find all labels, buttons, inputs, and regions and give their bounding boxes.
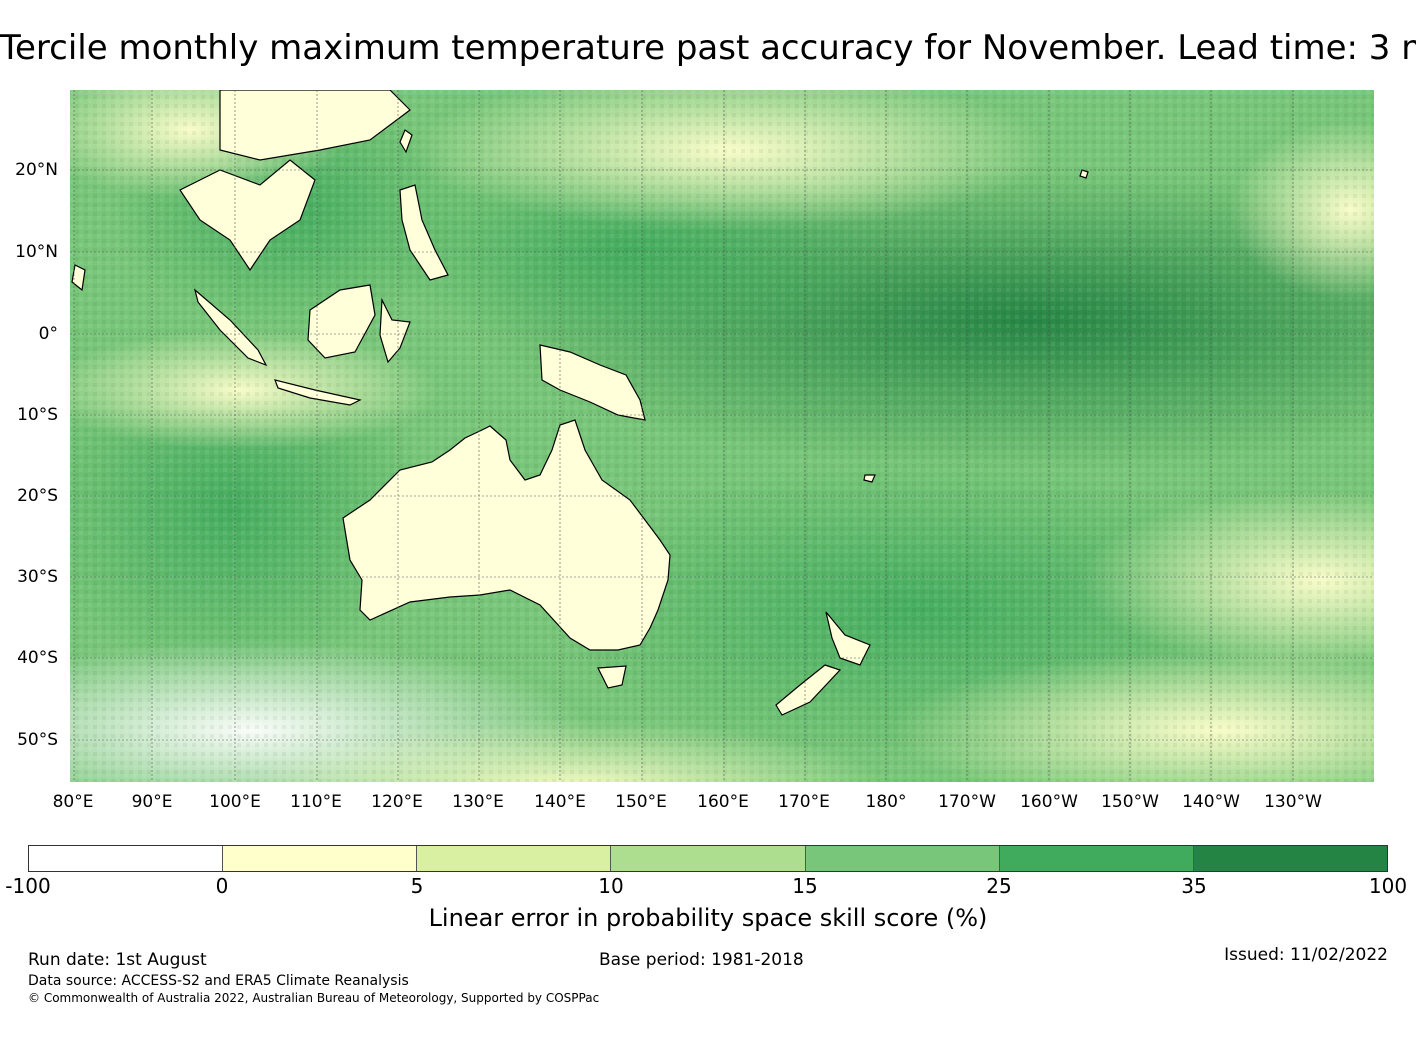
colorbar-segment [29, 846, 224, 871]
colorbar-segment [223, 846, 418, 871]
issued-date: Issued: 11/02/2022 [1224, 945, 1388, 965]
philippines-landmass [399, 184, 449, 281]
land-outlines [71, 90, 1089, 716]
lon-label: 170°W [938, 792, 996, 812]
lon-label: 160°E [697, 792, 749, 812]
copyright: © Commonwealth of Australia 2022, Austra… [28, 991, 600, 1005]
lon-label: 170°E [778, 792, 830, 812]
lon-label: 130°E [452, 792, 504, 812]
run-date: Run date: 1st August [28, 950, 207, 970]
lon-label: 150°W [1101, 792, 1159, 812]
lat-label: 40°S [17, 648, 58, 668]
lon-label: 110°E [290, 792, 342, 812]
hawaii-islands [1079, 169, 1089, 179]
colorbar [28, 845, 1388, 872]
new-zealand-north [825, 611, 871, 666]
colorbar-tick: 100 [1368, 874, 1408, 898]
lat-label: 20°N [15, 160, 58, 180]
tasmania-landmass [597, 665, 627, 689]
lon-label: 160°W [1020, 792, 1078, 812]
map-title: Tercile monthly maximum temperature past… [0, 28, 1416, 68]
colorbar-tick: 25 [986, 874, 1012, 898]
lon-label: 140°E [534, 792, 586, 812]
colorbar-segment [999, 846, 1194, 871]
borneo-landmass [307, 284, 376, 359]
lat-label: 20°S [17, 486, 58, 506]
lon-label: 120°E [371, 792, 423, 812]
sumatra-landmass [193, 288, 268, 367]
colorbar-label: Linear error in probability space skill … [428, 904, 988, 932]
colorbar-segment [805, 846, 1000, 871]
colorbar-tick: 10 [598, 874, 624, 898]
lon-label: 80°E [52, 792, 94, 812]
colorbar-tick: 15 [792, 874, 818, 898]
colorbar-segment [1193, 846, 1387, 871]
skill-score-map [70, 90, 1374, 782]
colorbar-tick: 35 [1181, 874, 1207, 898]
new-zealand-south [775, 664, 842, 716]
lat-label: 10°S [17, 405, 58, 425]
colorbar-segment [417, 846, 612, 871]
lon-label: 90°E [131, 792, 173, 812]
colorbar-tick: 0 [215, 874, 229, 898]
fiji-islands [863, 474, 876, 483]
colorbar-tick: 5 [410, 874, 424, 898]
lon-label: 140°W [1182, 792, 1240, 812]
lat-label: 0° [38, 324, 58, 344]
lon-label: 180° [865, 792, 907, 812]
java-landmass [274, 379, 362, 406]
lat-label: 10°N [15, 242, 58, 262]
lat-label: 50°S [17, 730, 58, 750]
data-source: Data source: ACCESS-S2 and ERA5 Climate … [28, 973, 409, 989]
colorbar-segment [611, 846, 806, 871]
sulawesi-landmass [379, 297, 411, 364]
new-guinea-landmass [539, 344, 646, 421]
asia-mainland [219, 90, 411, 161]
lat-label: 30°S [17, 567, 58, 587]
indochina-landmass [179, 159, 316, 272]
graticule [70, 90, 1374, 782]
lon-label: 150°E [615, 792, 667, 812]
taiwan-landmass [399, 129, 413, 154]
lon-label: 130°W [1264, 792, 1322, 812]
sri-lanka-landmass [71, 264, 86, 292]
base-period: Base period: 1981-2018 [599, 950, 804, 970]
colorbar-tick: -100 [5, 874, 51, 898]
australia-landmass [342, 419, 671, 651]
lon-label: 100°E [209, 792, 261, 812]
